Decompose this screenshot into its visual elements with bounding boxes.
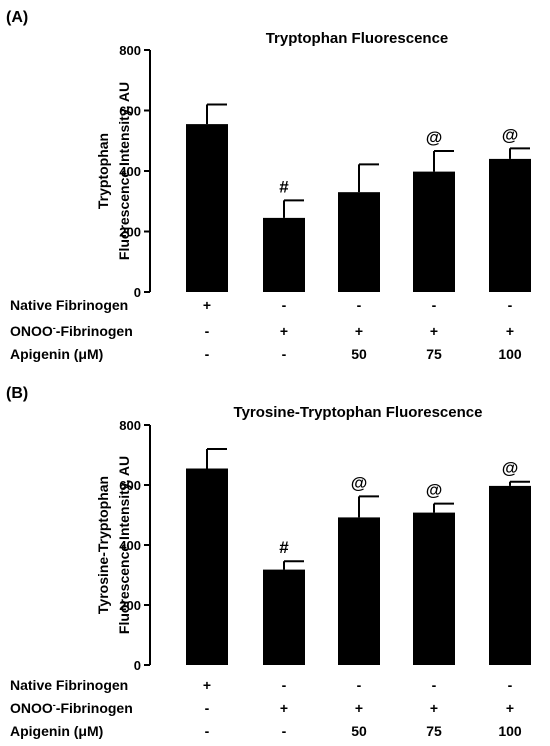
condition-value: + (355, 700, 363, 716)
bar (186, 124, 228, 292)
condition-value: - (508, 297, 513, 313)
y-tick-label: 0 (134, 285, 141, 300)
condition-value: - (282, 297, 287, 313)
y-axis-label: Fluorescence Intensity, AU (116, 82, 132, 260)
significance-marker: @ (502, 125, 519, 144)
condition-value: 100 (498, 723, 522, 739)
bar (263, 569, 305, 665)
bar (338, 192, 380, 292)
condition-value: - (282, 346, 287, 362)
condition-value: - (508, 677, 513, 693)
chart-panel-2: (B) Tyrosine-Tryptophan Fluorescence 0 200 4… (6, 385, 531, 739)
chart-panel-1: (A) Tryptophan Fluorescence 0 200 400 600 800 T… (6, 9, 531, 362)
condition-label: Native Fibrinogen (10, 297, 128, 313)
bar (338, 517, 380, 665)
condition-value: - (432, 297, 437, 313)
y-tick-label: 400 (119, 164, 141, 179)
condition-value: - (282, 677, 287, 693)
y-axis-label: Fluorescence Intensity, AU (116, 456, 132, 634)
chart-title: Tryptophan Fluorescence (266, 30, 449, 47)
significance-marker: # (279, 177, 289, 196)
condition-value: + (203, 677, 211, 693)
condition-value: - (205, 723, 210, 739)
condition-label: Apigenin (μM) (10, 723, 103, 739)
condition-value: + (280, 700, 288, 716)
condition-value: + (430, 323, 438, 339)
condition-value: - (357, 297, 362, 313)
condition-value: + (203, 297, 211, 313)
condition-value: - (205, 346, 210, 362)
condition-value: - (357, 677, 362, 693)
significance-marker: @ (426, 481, 443, 500)
condition-value: - (205, 323, 210, 339)
bar (186, 468, 228, 665)
condition-value: - (282, 723, 287, 739)
bar (489, 158, 531, 292)
condition-value: - (432, 677, 437, 693)
condition-label: Apigenin (μM) (10, 346, 103, 362)
y-tick-label: 0 (134, 658, 141, 673)
condition-value: + (280, 323, 288, 339)
y-tick-label: 800 (119, 43, 141, 58)
condition-value: 75 (426, 723, 442, 739)
bar (413, 171, 455, 292)
y-tick-label: 800 (119, 418, 141, 433)
bar (263, 217, 305, 292)
y-tick-label: 600 (119, 104, 141, 119)
condition-value: + (430, 700, 438, 716)
y-tick-label: 400 (119, 538, 141, 553)
significance-marker: # (279, 538, 289, 557)
condition-value: + (506, 323, 514, 339)
y-tick-label: 600 (119, 478, 141, 493)
condition-value: 50 (351, 346, 367, 362)
condition-label: ONOO--Fibrinogen (10, 323, 133, 339)
panel-label: (A) (6, 9, 28, 26)
y-axis-label: Tryptophan (95, 133, 111, 209)
condition-value: + (506, 700, 514, 716)
condition-label: ONOO--Fibrinogen (10, 700, 133, 716)
condition-value: - (205, 700, 210, 716)
bar (489, 485, 531, 665)
significance-marker: @ (351, 473, 368, 492)
significance-marker: @ (502, 459, 519, 478)
condition-value: + (355, 323, 363, 339)
panel-label: (B) (6, 385, 28, 402)
significance-marker: @ (426, 128, 443, 147)
chart-title: Tyrosine-Tryptophan Fluorescence (234, 404, 483, 421)
bar (413, 512, 455, 665)
condition-value: 50 (351, 723, 367, 739)
condition-value: 100 (498, 346, 522, 362)
y-axis-label: Tyrosine-Tryptophan (95, 476, 111, 614)
y-tick-label: 200 (119, 598, 141, 613)
condition-label: Native Fibrinogen (10, 677, 128, 693)
y-tick-label: 200 (119, 225, 141, 240)
condition-value: 75 (426, 346, 442, 362)
